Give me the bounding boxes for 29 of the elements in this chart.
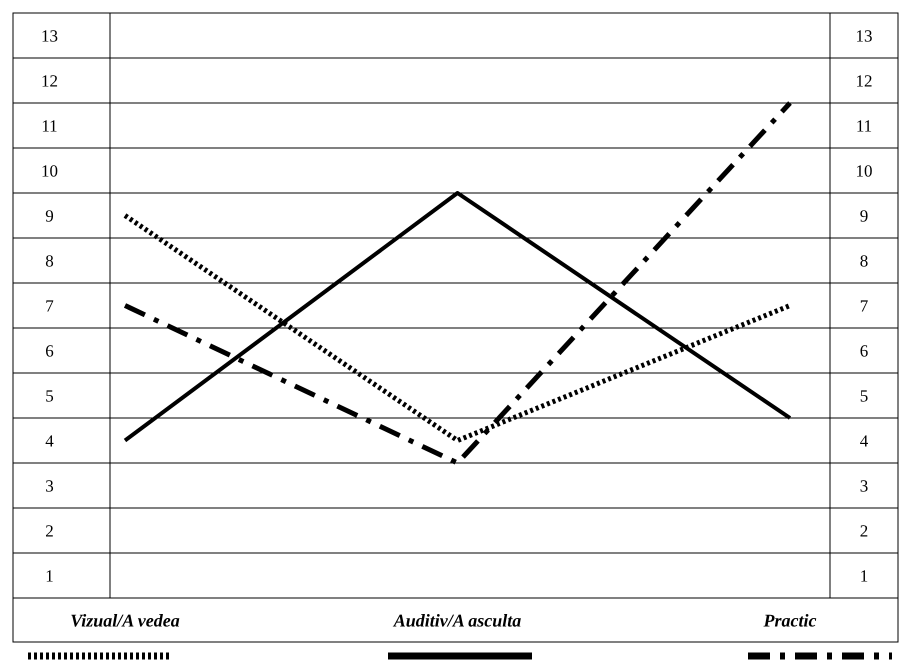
y-tick-label: 2 bbox=[45, 521, 54, 540]
y2-tick-label: 5 bbox=[860, 386, 868, 406]
y-tick-label: 10 bbox=[41, 161, 58, 180]
x-tick-label: Auditiv/A asculta bbox=[392, 610, 522, 630]
y-tick-label: 7 bbox=[45, 296, 54, 316]
x-tick-label: Vizual/A vedea bbox=[70, 610, 180, 630]
y2-tick-label: 12 bbox=[856, 71, 872, 90]
y-tick-label: 6 bbox=[45, 341, 54, 360]
y2-tick-label: 9 bbox=[860, 206, 868, 226]
y2-tick-label: 8 bbox=[860, 251, 868, 270]
y-tick-label: 12 bbox=[41, 71, 58, 90]
x-tick-label: Practic bbox=[762, 610, 816, 630]
y2-tick-label: 2 bbox=[860, 521, 868, 540]
y2-tick-label: 11 bbox=[856, 116, 872, 136]
y2-tick-label: 4 bbox=[860, 431, 869, 450]
y-tick-label: 1 bbox=[45, 566, 54, 586]
y2-tick-label: 6 bbox=[860, 341, 868, 360]
y2-tick-label: 10 bbox=[856, 161, 872, 180]
y-tick-label: 3 bbox=[45, 476, 54, 496]
y2-tick-label: 1 bbox=[860, 566, 868, 586]
y-tick-label: 4 bbox=[45, 431, 54, 450]
y-tick-label: 9 bbox=[45, 206, 54, 226]
y-tick-label: 5 bbox=[45, 386, 54, 406]
y2-tick-label: 13 bbox=[856, 26, 872, 46]
y2-tick-label: 7 bbox=[860, 296, 869, 316]
y2-tick-label: 3 bbox=[860, 476, 868, 496]
y-tick-label: 8 bbox=[45, 251, 54, 270]
y-tick-label: 13 bbox=[41, 26, 58, 46]
y-tick-label: 11 bbox=[41, 116, 58, 136]
